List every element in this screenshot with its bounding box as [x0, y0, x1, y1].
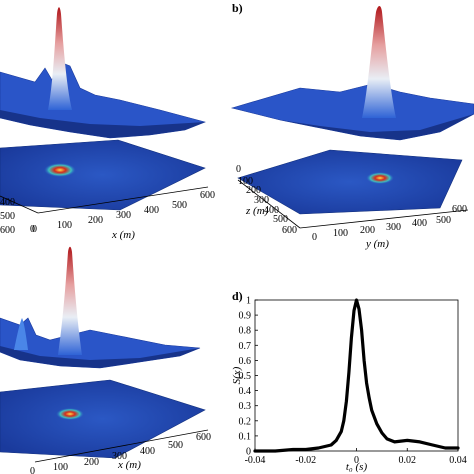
panel-a-depth-zero: 0	[32, 224, 37, 235]
panel-b-z-axis	[237, 179, 301, 229]
panel-d-plot-frame	[254, 299, 459, 452]
panel-c-x-tick: 600	[196, 432, 211, 443]
panel-b-peak	[362, 6, 396, 118]
panel-b-y-tick: 100	[333, 228, 348, 239]
x-tick-label: 0.04	[449, 455, 467, 466]
panel-d-x-label: t₀ (s)	[346, 461, 368, 473]
panel-b-y-tick: 500	[436, 215, 451, 226]
x-tick-label: -0.02	[295, 455, 316, 466]
panel-b-y-tick: 600	[452, 204, 467, 215]
y-tick-label: 0.6	[239, 356, 252, 367]
panel-a-x-axis	[37, 186, 209, 214]
y-tick-label: 0	[246, 447, 251, 458]
panel-a-depth-tick: 500	[0, 211, 15, 222]
panel-c-x-label: x (m)	[117, 459, 141, 471]
y-tick-label: 0.5	[239, 371, 252, 382]
panel-a-depth-tick: 600	[0, 225, 15, 236]
panel-b-z-tick: 600	[282, 225, 297, 236]
panel-c-x-tick: 0	[30, 466, 35, 474]
panel-c: 0 100 200 300 400 500 600 x (m)	[0, 246, 211, 474]
y-tick-label: 0.2	[239, 416, 252, 427]
panel-c-floor-spot	[56, 408, 84, 420]
panel-a-x-tick: 400	[144, 205, 159, 216]
panel-a-x-tick: 500	[172, 200, 187, 211]
panel-a-peak	[48, 7, 72, 110]
panel-c-peak	[58, 246, 82, 355]
panel-a: 0 100 200 300 400 500 600 x (m) 400 500 …	[0, 7, 215, 241]
panel-a-x-tick: 100	[57, 220, 72, 231]
panel-b-floor	[237, 149, 463, 215]
panel-b-z-tick: 0	[236, 164, 241, 175]
panel-d: d) 0 0.1 0.2 0.3 0.4 0.5 0.6 0.7 0.8 0.9 1 -0.04 -0…	[231, 289, 467, 473]
panel-a-x-label: x (m)	[111, 229, 135, 241]
y-tick-label: 0.1	[239, 431, 252, 442]
x-tick-label: 0.02	[399, 455, 417, 466]
panel-c-surface-shade	[0, 346, 200, 368]
panel-a-floor-spot	[44, 163, 76, 177]
panel-b-label: b)	[232, 1, 243, 15]
y-tick-label: 0.4	[239, 386, 252, 397]
panel-a-x-tick: 200	[88, 215, 103, 226]
panel-a-depth-axis	[0, 195, 39, 214]
panel-b-floor-spot	[366, 172, 394, 184]
panel-c-x-tick: 300	[112, 451, 127, 462]
panel-c-side-bump	[14, 318, 28, 350]
panel-b: b) 0 100 200 300 400 500 600 z (m) 0 100…	[230, 1, 474, 250]
series-line	[253, 298, 460, 453]
panel-a-x-tick: 300	[116, 210, 131, 221]
panel-b-y-label: y (m)	[365, 238, 389, 250]
panel-b-y-tick: 0	[312, 232, 317, 243]
panel-b-y-tick: 200	[360, 225, 375, 236]
x-tick-label: -0.04	[245, 455, 266, 466]
panel-a-depth-tick: 400	[0, 197, 15, 208]
panel-c-x-tick: 500	[168, 440, 183, 451]
y-tick-label: 0.8	[239, 326, 252, 337]
panel-a-x-tick: 0	[30, 224, 35, 235]
panel-b-y-tick: 300	[386, 222, 401, 233]
panel-b-surface-shade	[280, 114, 474, 140]
panel-b-z-tick: 300	[254, 195, 269, 206]
panel-a-surface-shade	[0, 110, 205, 138]
panel-d-y-label: S(x)	[231, 366, 243, 384]
panel-c-x-tick: 400	[140, 446, 155, 457]
panel-b-z-tick: 200	[246, 185, 261, 196]
y-tick-label: 0.3	[239, 401, 252, 412]
panel-a-floor	[0, 139, 206, 211]
panel-b-z-tick: 100	[238, 176, 253, 187]
panel-a-x-tick: 600	[200, 190, 215, 201]
panel-b-y-axis	[299, 209, 469, 229]
panel-b-y-tick: 400	[412, 218, 427, 229]
panel-b-z-tick: 400	[264, 205, 279, 216]
y-tick-label: 0.9	[239, 311, 252, 322]
panel-c-x-axis	[34, 429, 209, 463]
y-tick-label: 1	[246, 296, 251, 307]
panel-c-x-tick: 200	[84, 457, 99, 468]
panel-b-z-label: z (m)	[245, 205, 269, 217]
x-tick-label: 0	[354, 455, 359, 466]
panel-c-x-tick: 100	[53, 462, 68, 473]
panel-d-label: d)	[232, 289, 243, 303]
panel-c-floor	[0, 379, 206, 459]
y-tick-label: 0.7	[239, 341, 252, 352]
panel-b-z-tick: 500	[273, 214, 288, 225]
